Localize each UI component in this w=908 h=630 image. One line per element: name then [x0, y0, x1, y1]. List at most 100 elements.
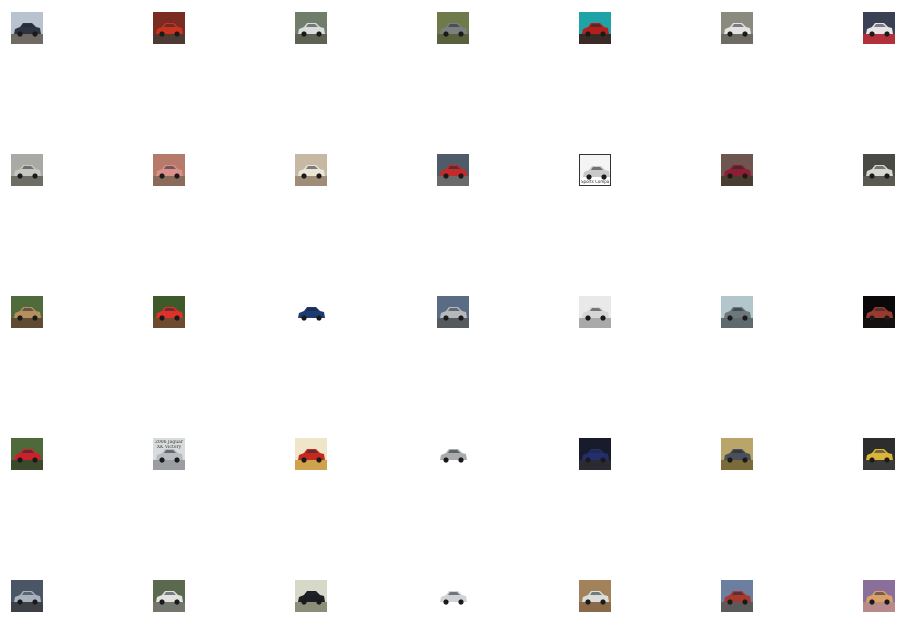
car-wheel: [869, 599, 875, 605]
car-wheel: [301, 599, 307, 605]
car-photo: [295, 438, 327, 470]
car-window: [591, 167, 603, 170]
car-thumbnail: Sports Compact: [579, 154, 611, 186]
car-wheel: [174, 173, 180, 179]
car-window: [732, 450, 744, 453]
car-wheel: [884, 31, 890, 37]
car-body: [440, 449, 467, 460]
car-body: [866, 449, 893, 460]
car-thumbnail: [437, 438, 469, 470]
car-wheel: [17, 457, 23, 463]
photo-ground: [863, 318, 895, 328]
car-photo: [721, 154, 753, 186]
car-wheel: [727, 315, 733, 321]
car-thumbnail: [721, 438, 753, 470]
photo-ground: [11, 34, 43, 44]
car-wheel: [742, 457, 748, 463]
car-thumbnail: [863, 438, 895, 470]
car-photo: [153, 154, 185, 186]
photo-caption-line2: XK Victory: [156, 445, 182, 450]
car-photo: [721, 12, 753, 44]
car-body: [582, 307, 609, 318]
car-thumbnail: [863, 154, 895, 186]
car-photo: [863, 154, 895, 186]
car-body: [298, 165, 325, 176]
photo-ground: [721, 460, 753, 470]
car-photo: [437, 12, 469, 44]
car-thumbnail: [11, 438, 43, 470]
car-wheel: [742, 173, 748, 179]
car-wheel: [17, 315, 23, 321]
car-wheel: [159, 599, 165, 605]
car-photo: [437, 154, 469, 186]
car-wheel: [159, 457, 165, 463]
car-window: [590, 308, 602, 311]
car-photo: [295, 154, 327, 186]
car-thumbnail: [11, 154, 43, 186]
car-body: [724, 23, 751, 34]
car-wheel: [727, 31, 733, 37]
car-thumbnail: [295, 296, 327, 328]
car-window: [590, 450, 602, 453]
car-thumbnail: [437, 12, 469, 44]
car-wheel: [742, 599, 748, 605]
car-wheel: [727, 173, 733, 179]
car-body: [724, 591, 751, 602]
car-wheel: [174, 31, 180, 37]
car-photo: [863, 12, 895, 44]
car-wheel: [458, 31, 464, 37]
photo-ground: [295, 460, 327, 470]
car-wheel: [17, 31, 23, 37]
car-wheel: [174, 315, 180, 321]
car-body: [440, 591, 467, 602]
photo-ground: [579, 34, 611, 44]
car-thumbnail: [11, 12, 43, 44]
car-body: [583, 166, 610, 177]
car-photo: [579, 580, 611, 612]
car-body: [866, 165, 893, 176]
car-window: [22, 450, 34, 453]
car-window: [874, 166, 886, 169]
car-wheel: [17, 173, 23, 179]
car-body: [866, 591, 893, 602]
photo-ground: [437, 460, 469, 470]
car-thumbnail: [721, 154, 753, 186]
car-wheel: [32, 315, 38, 321]
car-window: [448, 308, 460, 311]
car-thumbnail: [153, 296, 185, 328]
car-photo: [579, 12, 611, 44]
car-thumbnail: [863, 296, 895, 328]
car-wheel: [884, 173, 890, 179]
car-wheel: [600, 599, 606, 605]
car-wheel: [458, 599, 464, 605]
car-body: [724, 165, 751, 176]
car-body: [582, 591, 609, 602]
car-body: [440, 23, 467, 34]
car-thumbnail: [579, 296, 611, 328]
car-photo: [721, 438, 753, 470]
car-window: [164, 24, 176, 27]
car-wheel: [443, 599, 449, 605]
photo-ground: [11, 460, 43, 470]
car-thumbnail: [437, 580, 469, 612]
car-wheel: [32, 599, 38, 605]
car-window: [164, 592, 176, 595]
car-wheel: [316, 315, 322, 321]
car-wheel: [301, 173, 307, 179]
car-wheel: [443, 173, 449, 179]
car-thumbnail: [295, 580, 327, 612]
car-thumbnail: [579, 580, 611, 612]
car-window: [448, 450, 460, 453]
car-wheel: [869, 31, 875, 37]
car-window: [874, 24, 886, 27]
car-thumbnail: [11, 296, 43, 328]
car-body: [156, 591, 183, 602]
car-photo: [863, 438, 895, 470]
car-window: [306, 308, 318, 311]
car-thumbnail: [721, 580, 753, 612]
car-body: [866, 307, 893, 318]
car-photo: [579, 438, 611, 470]
car-body: [298, 591, 325, 602]
car-wheel: [585, 457, 591, 463]
car-body: [14, 591, 41, 602]
